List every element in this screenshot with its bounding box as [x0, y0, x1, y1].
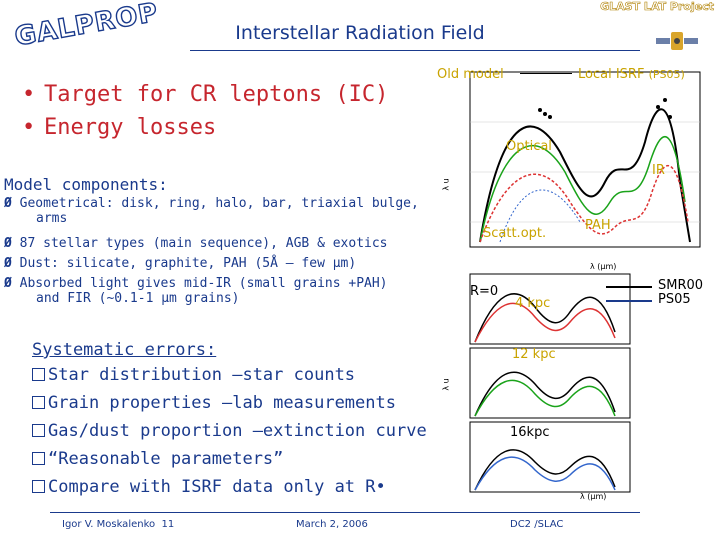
- slide-title: Interstellar Radiation Field: [235, 22, 485, 44]
- systematic-item: Star distribution –star counts: [32, 364, 355, 386]
- satellite-icon: [656, 32, 698, 50]
- footer-venue: DC2 /SLAC: [510, 519, 564, 530]
- legend-ps05: PS05: [658, 292, 691, 307]
- y-axis-label: λ u: [441, 178, 451, 191]
- bullet-item: • Energy losses: [22, 115, 217, 140]
- component-item: Ø Geometrical: disk, ring, halo, bar, tr…: [4, 196, 419, 211]
- legend-swatch-ps05: [606, 300, 652, 302]
- label-4kpc: 4 kpc: [515, 296, 551, 311]
- bullet-list: • Target for CR leptons (IC) • Energy loss…: [22, 78, 388, 144]
- component-item: Ø Absorbed light gives mid-IR (small gra…: [4, 276, 388, 291]
- footer-line: [50, 512, 640, 513]
- label-scatt-opt: Scatt.opt.: [483, 226, 547, 241]
- label-16kpc: 16kpc: [510, 425, 550, 440]
- label-r0: R=0: [470, 284, 499, 299]
- systematic-item: Grain properties –lab measurements: [32, 392, 396, 414]
- footer-author: Igor V. Moskalenko 11: [62, 519, 175, 530]
- label-pah: PAH: [585, 218, 611, 233]
- footer-date: March 2, 2006: [296, 519, 368, 530]
- component-item-cont: arms: [36, 211, 68, 226]
- label-optical: Optical: [506, 139, 552, 154]
- label-old-model: Old model: [437, 67, 504, 82]
- label-12kpc: 12 kpc: [512, 347, 556, 362]
- label-local-isrf: Local ISRF (PS05): [578, 67, 685, 82]
- component-item: Ø Dust: silicate, graphite, PAH (5Å – fe…: [4, 256, 357, 271]
- x-axis-label: λ (μm): [580, 492, 607, 501]
- component-item: Ø 87 stellar types (main sequence), AGB …: [4, 236, 388, 251]
- systematic-item: Compare with ISRF data only at R•: [32, 476, 386, 498]
- label-line: [520, 73, 572, 74]
- systematics-heading: Systematic errors:: [32, 340, 217, 360]
- legend-smr00: SMR00: [658, 278, 704, 293]
- bullet-item: • Target for CR leptons (IC): [22, 82, 389, 107]
- x-axis-label: λ (μm): [590, 262, 617, 271]
- project-logo: GLAST LAT Project: [600, 0, 714, 13]
- title-underline: [190, 50, 640, 51]
- systematic-item: Gas/dust proportion –extinction curve: [32, 420, 427, 442]
- y-axis-label: λ u: [441, 378, 451, 391]
- systematic-item: “Reasonable parameters”: [32, 448, 283, 470]
- components-heading: Model components:: [4, 175, 168, 194]
- radial-spectra-plot: [469, 273, 631, 493]
- legend-swatch-smr00: [606, 286, 652, 288]
- isrf-spectrum-plot: [469, 71, 701, 248]
- label-ir: IR: [652, 163, 665, 178]
- component-item-cont: and FIR (~0.1-1 μm grains): [36, 291, 240, 306]
